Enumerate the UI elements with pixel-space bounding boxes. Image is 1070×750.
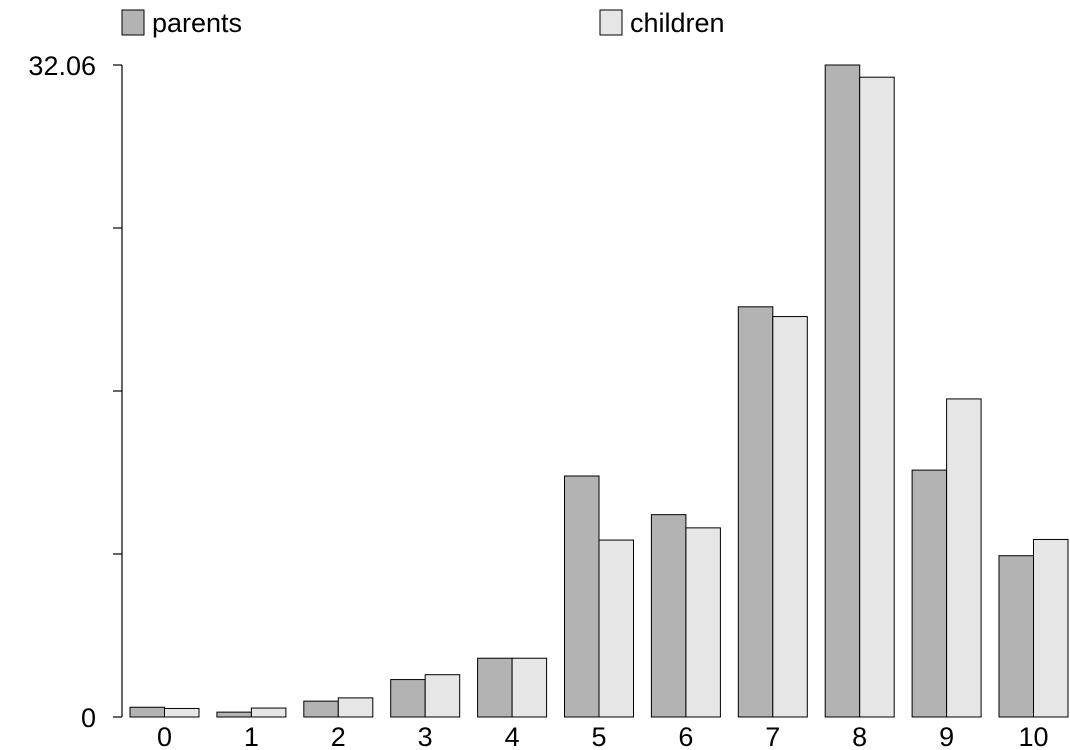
bar-parents-7	[737, 306, 774, 718]
x-tick-label: 8	[852, 722, 867, 750]
bar-parents-3	[390, 679, 426, 718]
legend-swatch-parents	[121, 9, 145, 36]
x-tick-label: 5	[591, 722, 606, 750]
bar-parents-10	[998, 555, 1034, 718]
bar-parents-5	[564, 475, 600, 718]
bar-parents-6	[650, 514, 687, 718]
bar-children-10	[1033, 538, 1069, 718]
x-tick-label: 4	[505, 722, 520, 750]
x-tick-label: 7	[765, 722, 780, 750]
bar-children-1	[250, 707, 287, 718]
x-tick-label: 2	[331, 722, 346, 750]
x-tick-label: 6	[678, 722, 693, 750]
legend-label-parents: parents	[152, 8, 242, 38]
bar-parents-2	[303, 700, 339, 718]
bar-children-0	[164, 707, 200, 718]
bar-children-6	[685, 527, 721, 718]
x-tick-label: 0	[157, 722, 172, 750]
legend-swatch-children	[599, 9, 623, 36]
bar-children-3	[424, 674, 461, 718]
x-tick-label: 1	[244, 722, 259, 750]
legend: parents children	[121, 8, 725, 38]
bar-children-2	[337, 697, 374, 718]
bar-children-7	[772, 316, 808, 718]
bar-parents-0	[129, 706, 165, 718]
legend-label-children: children	[630, 8, 725, 38]
bar-parents-4	[477, 657, 513, 718]
bar-parents-1	[216, 711, 252, 718]
bar-children-5	[598, 539, 634, 718]
bar-parents-8	[824, 64, 861, 718]
x-tick-label: 9	[939, 722, 954, 750]
x-tick-label: 3	[418, 722, 433, 750]
x-tick-label: 10	[1018, 722, 1048, 750]
y-tick-label: 0	[81, 703, 96, 733]
y-tick-label: 32.06	[28, 51, 96, 81]
bar-parents-9	[911, 469, 948, 718]
y-axis: 032.06	[28, 51, 123, 733]
bar-children-8	[859, 76, 895, 718]
x-axis: 0 1 2 3 4 5 6 7 8 9 10	[157, 722, 1049, 750]
bar-children-9	[946, 398, 982, 718]
bar-children-4	[511, 657, 548, 718]
bars	[129, 64, 1069, 718]
